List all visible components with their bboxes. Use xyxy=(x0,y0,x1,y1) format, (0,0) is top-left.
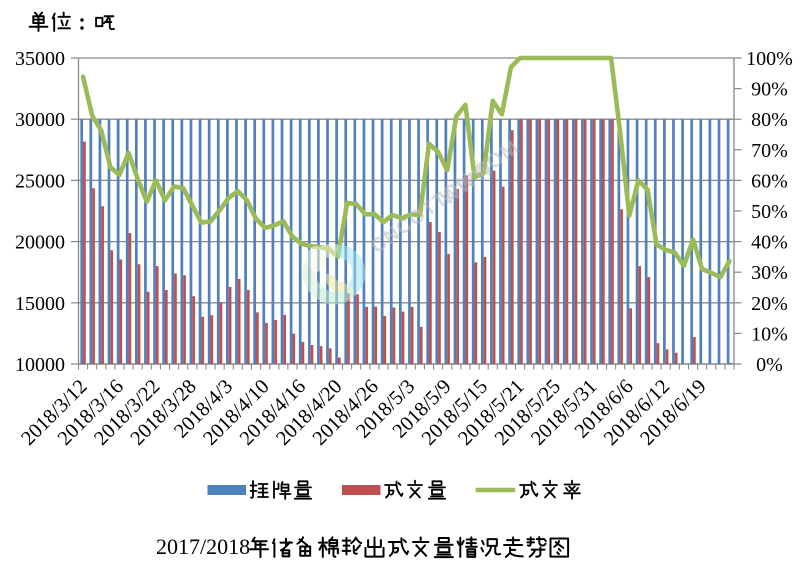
svg-text:40%: 40% xyxy=(751,232,788,254)
svg-text:30%: 30% xyxy=(751,262,788,284)
svg-text:80%: 80% xyxy=(751,109,788,131)
svg-text:50%: 50% xyxy=(751,201,788,223)
svg-text:35000: 35000 xyxy=(15,48,65,70)
svg-text:10%: 10% xyxy=(751,323,788,345)
svg-text:25000: 25000 xyxy=(15,170,65,192)
svg-text:100%: 100% xyxy=(746,48,793,70)
svg-text:2017/2018: 2017/2018 xyxy=(156,534,250,559)
svg-text:10000: 10000 xyxy=(15,354,65,376)
svg-text:15000: 15000 xyxy=(15,293,65,315)
svg-text:30000: 30000 xyxy=(15,109,65,131)
svg-text:20%: 20% xyxy=(751,293,788,315)
svg-text:60%: 60% xyxy=(751,170,788,192)
svg-text:90%: 90% xyxy=(751,79,788,101)
svg-text:70%: 70% xyxy=(751,140,788,162)
svg-text:20000: 20000 xyxy=(15,232,65,254)
svg-text:0%: 0% xyxy=(756,354,783,376)
